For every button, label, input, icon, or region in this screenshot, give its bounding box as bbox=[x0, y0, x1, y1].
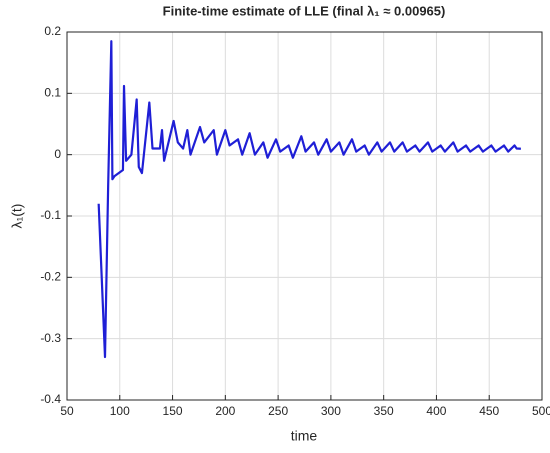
x-tick-label: 50 bbox=[60, 404, 74, 418]
chart-title: Finite-time estimate of LLE (final λ₁ ≈ … bbox=[163, 3, 446, 18]
y-tick-label: -0.3 bbox=[40, 331, 61, 345]
x-tick-label: 400 bbox=[426, 404, 446, 418]
x-tick-label: 250 bbox=[268, 404, 288, 418]
y-tick-label: 0.2 bbox=[44, 24, 61, 38]
y-tick-label: 0.1 bbox=[44, 86, 61, 100]
axes-box bbox=[66, 31, 543, 401]
y-tick-label: 0 bbox=[54, 147, 61, 161]
x-tick-label: 300 bbox=[321, 404, 341, 418]
y-axis-label: λ₁(t) bbox=[9, 204, 25, 229]
x-axis-label: time bbox=[291, 428, 318, 444]
x-tick-label: 200 bbox=[215, 404, 235, 418]
data-line bbox=[97, 40, 521, 359]
x-tick-label: 350 bbox=[374, 404, 394, 418]
y-tick-label: -0.4 bbox=[40, 392, 61, 406]
x-tick-label: 150 bbox=[163, 404, 183, 418]
x-tick-label: 450 bbox=[479, 404, 499, 418]
y-tick-label: -0.1 bbox=[40, 208, 61, 222]
x-tick-label: 100 bbox=[110, 404, 130, 418]
y-tick-label: -0.2 bbox=[40, 270, 61, 284]
x-tick-label: 500 bbox=[532, 404, 550, 418]
